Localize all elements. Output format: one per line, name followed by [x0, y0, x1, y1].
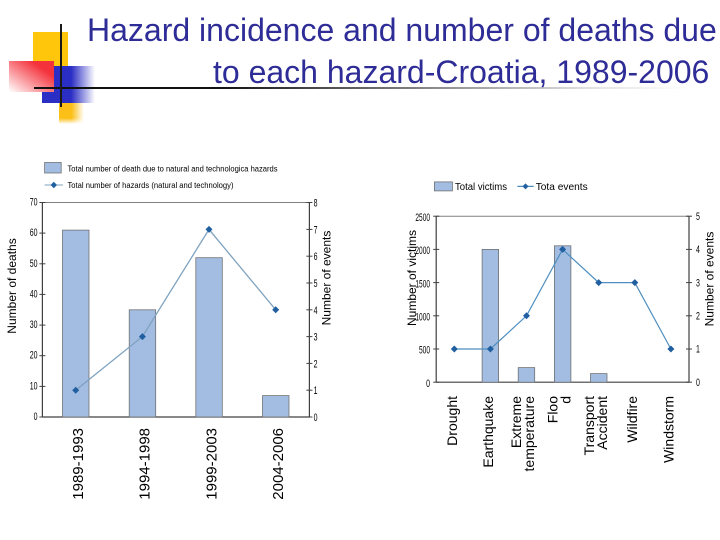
- svg-text:Drought: Drought: [444, 396, 460, 446]
- svg-text:1989-1993: 1989-1993: [70, 428, 87, 500]
- svg-text:500: 500: [419, 345, 430, 357]
- svg-text:d: d: [558, 396, 574, 404]
- svg-text:Number of events: Number of events: [320, 231, 334, 326]
- svg-text:Number of deaths: Number of deaths: [5, 238, 19, 333]
- svg-text:Tota events: Tota events: [536, 181, 588, 193]
- svg-text:0: 0: [696, 377, 700, 389]
- svg-text:Accident: Accident: [594, 396, 610, 450]
- svg-text:2: 2: [314, 358, 318, 370]
- svg-text:Transport: Transport: [581, 396, 597, 456]
- svg-text:temperature: temperature: [521, 396, 537, 472]
- svg-text:3: 3: [696, 277, 700, 289]
- svg-text:8: 8: [314, 198, 318, 210]
- svg-text:Total number of hazards (natur: Total number of hazards (natural and tec…: [68, 181, 234, 190]
- svg-text:7: 7: [314, 224, 318, 236]
- svg-text:Extreme: Extreme: [508, 396, 524, 448]
- svg-text:1: 1: [314, 385, 318, 397]
- svg-text:Total victims: Total victims: [455, 181, 507, 193]
- svg-text:2004-2006: 2004-2006: [270, 428, 287, 500]
- svg-text:Number of events: Number of events: [703, 232, 717, 327]
- svg-text:Earthquake: Earthquake: [480, 396, 496, 468]
- svg-text:Wildfire: Wildfire: [624, 396, 640, 443]
- svg-text:2000: 2000: [415, 245, 430, 257]
- svg-text:10: 10: [30, 380, 38, 392]
- svg-text:2: 2: [696, 311, 700, 323]
- svg-text:1999-2003: 1999-2003: [203, 428, 220, 500]
- svg-text:1: 1: [696, 344, 700, 356]
- svg-text:3: 3: [314, 332, 318, 344]
- svg-text:1500: 1500: [415, 278, 430, 290]
- svg-text:2500: 2500: [415, 212, 430, 224]
- svg-text:Total number of death due to n: Total number of death due to natural and…: [68, 165, 278, 174]
- svg-text:60: 60: [30, 227, 38, 239]
- svg-text:6: 6: [314, 251, 318, 263]
- svg-text:0: 0: [314, 412, 318, 424]
- svg-text:5: 5: [696, 211, 700, 223]
- svg-text:Number of victims: Number of victims: [405, 230, 419, 326]
- svg-text:0: 0: [34, 411, 38, 423]
- svg-text:20: 20: [30, 350, 38, 362]
- svg-text:30: 30: [30, 319, 38, 331]
- svg-text:Floo: Floo: [545, 396, 561, 423]
- svg-text:4: 4: [314, 305, 318, 317]
- svg-text:1000: 1000: [415, 312, 430, 324]
- svg-text:70: 70: [30, 197, 38, 209]
- svg-text:5: 5: [314, 278, 318, 290]
- svg-text:0: 0: [426, 378, 430, 390]
- svg-text:40: 40: [30, 288, 38, 300]
- svg-text:50: 50: [30, 258, 38, 270]
- svg-text:Windstorm: Windstorm: [660, 396, 676, 463]
- svg-text:4: 4: [696, 244, 700, 256]
- svg-text:1994-1998: 1994-1998: [137, 428, 154, 500]
